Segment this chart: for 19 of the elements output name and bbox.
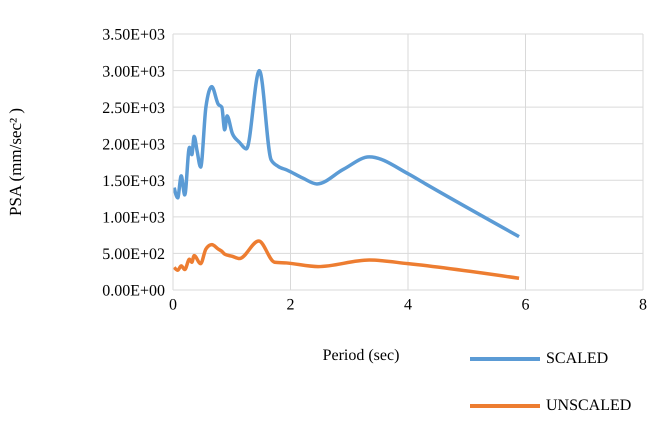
y-tick-label: 5.00E+02 [102, 246, 165, 264]
legend-label: SCALED [546, 350, 608, 368]
y-axis-title: PSA (mm/sec² ) [6, 108, 26, 216]
x-tick-label: 2 [286, 296, 294, 314]
line-series [173, 239, 521, 280]
legend-label: UNSCALED [546, 396, 632, 414]
x-tick-label: 0 [169, 296, 177, 314]
y-tick-label: 3.50E+03 [102, 26, 165, 44]
x-tick-label: 8 [639, 296, 647, 314]
line-series [173, 68, 521, 238]
x-axis-title: Period (sec) [322, 347, 400, 365]
x-tick-label: 6 [522, 296, 530, 314]
y-tick-label: 3.00E+03 [102, 63, 165, 80]
y-tick-label: 1.00E+03 [102, 210, 165, 227]
y-tick-label: 2.50E+03 [102, 100, 165, 117]
y-tick-label: 1.50E+03 [102, 172, 165, 190]
y-tick-label: 0.00E+00 [102, 282, 165, 300]
y-tick-label: 2.00E+03 [102, 136, 165, 154]
x-tick-label: 4 [404, 296, 412, 314]
